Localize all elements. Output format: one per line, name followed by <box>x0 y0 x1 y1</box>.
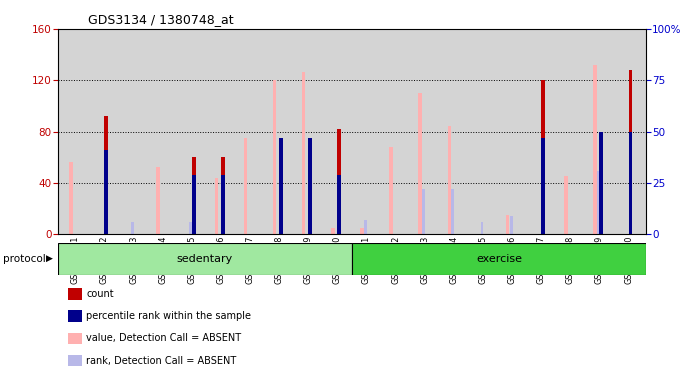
Bar <box>628 70 632 234</box>
Bar <box>302 73 305 234</box>
Text: sedentary: sedentary <box>177 254 233 264</box>
Text: rank, Detection Call = ABSENT: rank, Detection Call = ABSENT <box>86 356 237 366</box>
Bar <box>131 222 134 234</box>
Bar <box>452 189 454 234</box>
Bar <box>541 80 545 234</box>
Bar <box>156 167 160 234</box>
Bar <box>509 216 513 234</box>
Text: count: count <box>86 289 114 299</box>
Text: protocol: protocol <box>3 254 46 264</box>
Bar <box>215 178 218 234</box>
Bar <box>273 80 276 234</box>
Bar <box>541 138 545 234</box>
Bar <box>593 65 596 234</box>
Bar <box>308 138 312 234</box>
Bar <box>352 243 646 275</box>
Bar <box>331 228 335 234</box>
Text: percentile rank within the sample: percentile rank within the sample <box>86 311 252 321</box>
Bar <box>189 222 192 234</box>
Bar <box>447 126 451 234</box>
Text: value, Detection Call = ABSENT: value, Detection Call = ABSENT <box>86 333 241 343</box>
Bar <box>337 129 341 234</box>
Bar <box>279 138 283 234</box>
Text: ▶: ▶ <box>46 254 53 263</box>
Bar <box>192 175 196 234</box>
Bar <box>506 215 509 234</box>
Bar <box>192 157 196 234</box>
Bar <box>221 175 224 234</box>
Bar <box>418 93 422 234</box>
Bar <box>360 228 364 234</box>
Bar <box>243 138 248 234</box>
Bar <box>628 131 632 234</box>
Text: GDS3134 / 1380748_at: GDS3134 / 1380748_at <box>88 13 234 26</box>
Bar <box>337 175 341 234</box>
Bar <box>422 189 425 234</box>
Text: exercise: exercise <box>476 254 522 264</box>
Bar <box>599 131 603 234</box>
Bar <box>364 220 367 234</box>
Bar <box>69 162 73 234</box>
Bar <box>221 157 224 234</box>
Bar <box>390 147 393 234</box>
Bar <box>105 116 108 234</box>
Bar <box>481 222 483 234</box>
Bar <box>564 177 568 234</box>
Bar <box>58 243 352 275</box>
Bar <box>105 150 108 234</box>
Bar <box>597 170 600 234</box>
